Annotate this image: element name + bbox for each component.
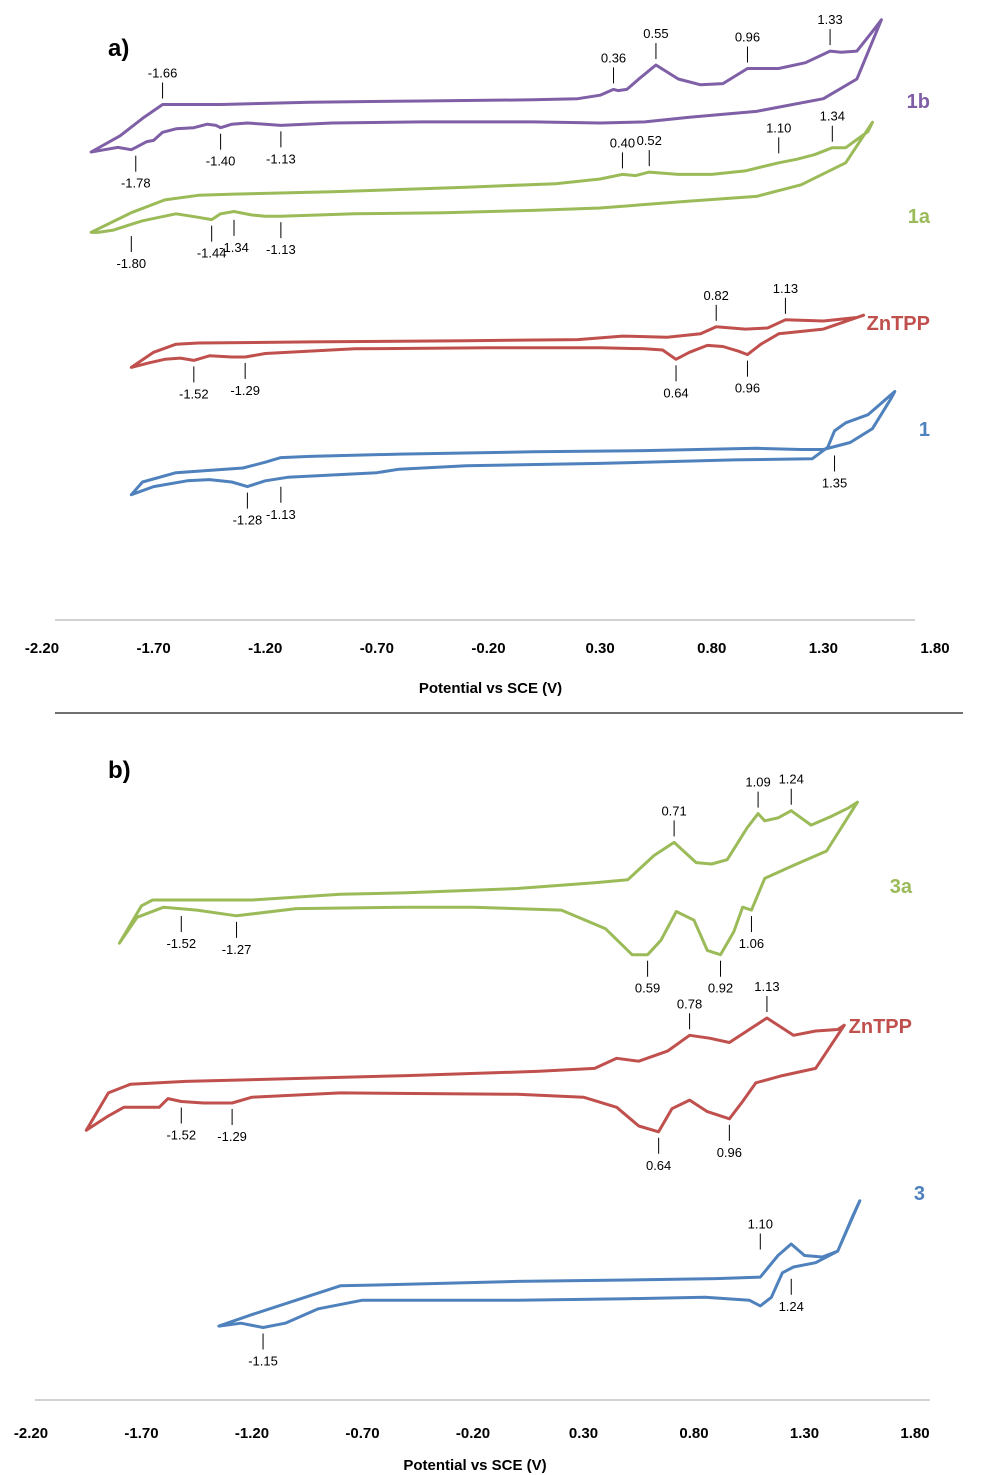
- x-tick-label: 0.80: [697, 640, 726, 657]
- peak-label: 1.33: [817, 12, 842, 27]
- cv-curve-3: [217, 1199, 862, 1329]
- x-axis-label: Potential vs SCE (V): [403, 1457, 546, 1474]
- peak-label: 1.24: [779, 1299, 804, 1314]
- peak-label: 1.13: [773, 281, 798, 296]
- peak-label: 1.09: [745, 775, 770, 790]
- x-tick-label: 0.80: [679, 1425, 708, 1442]
- series-label: 1b: [907, 91, 930, 113]
- x-tick-label: -2.20: [14, 1425, 48, 1442]
- peak-label: -1.27: [222, 942, 252, 957]
- x-tick-label: 1.30: [790, 1425, 819, 1442]
- peak-label: -1.78: [121, 176, 151, 191]
- peak-label: 0.82: [704, 288, 729, 303]
- x-tick-label: -0.70: [360, 640, 394, 657]
- x-tick-label: -1.20: [235, 1425, 269, 1442]
- x-tick-label: 0.30: [586, 640, 615, 657]
- peak-label: -1.40: [206, 154, 236, 169]
- peak-label: 0.71: [661, 803, 686, 818]
- cv-curve-3a: [117, 800, 859, 957]
- peak-label: 0.96: [717, 1145, 742, 1160]
- peak-label: 0.55: [643, 26, 668, 41]
- x-tick-label: -2.20: [25, 640, 59, 657]
- peak-label: 1.34: [820, 109, 845, 124]
- series-label: ZnTPP: [849, 1016, 912, 1038]
- peak-label: 0.36: [601, 50, 626, 65]
- peak-label: 1.13: [754, 979, 779, 994]
- x-tick-label: -1.20: [248, 640, 282, 657]
- x-tick-label: 1.80: [920, 640, 949, 657]
- panel-label: b): [108, 757, 131, 784]
- x-tick-label: -0.20: [456, 1425, 490, 1442]
- peak-label: 0.64: [646, 1158, 671, 1173]
- peak-label: 1.06: [739, 936, 764, 951]
- x-tick-label: 1.30: [809, 640, 838, 657]
- peak-label: -1.13: [266, 242, 296, 257]
- series-label: 1a: [908, 206, 931, 228]
- series-label: 3a: [890, 876, 913, 898]
- peak-label: 0.40: [610, 135, 635, 150]
- cv-curve-1a: [89, 120, 874, 234]
- x-tick-label: -1.70: [137, 640, 171, 657]
- cv-curve-1b: [89, 18, 883, 154]
- peak-label: -1.28: [233, 513, 263, 528]
- peak-label: -1.29: [230, 383, 260, 398]
- peak-label: 0.78: [677, 996, 702, 1011]
- peak-label: -1.15: [248, 1354, 278, 1369]
- peak-label: -1.52: [166, 936, 196, 951]
- peak-label: 0.64: [663, 385, 688, 400]
- peak-label: 1.35: [822, 475, 847, 490]
- x-tick-label: 1.80: [900, 1425, 929, 1442]
- series-label: ZnTPP: [867, 313, 930, 335]
- peak-label: -1.52: [166, 1128, 196, 1143]
- x-axis-label: Potential vs SCE (V): [419, 680, 562, 697]
- peak-label: -1.29: [217, 1129, 247, 1144]
- series-label: 3: [914, 1183, 925, 1205]
- cv-curve-ZnTPP: [129, 313, 866, 369]
- peak-label: 0.96: [735, 30, 760, 45]
- peak-label: 1.10: [748, 1217, 773, 1232]
- peak-label: -1.13: [266, 151, 296, 166]
- cv-curve-1: [129, 390, 897, 497]
- x-tick-label: -0.70: [345, 1425, 379, 1442]
- x-tick-label: -1.70: [124, 1425, 158, 1442]
- peak-label: 1.10: [766, 120, 791, 135]
- x-tick-label: 0.30: [569, 1425, 598, 1442]
- peak-label: -1.34: [219, 240, 249, 255]
- x-tick-label: -0.20: [471, 640, 505, 657]
- series-label: 1: [919, 419, 930, 441]
- peak-label: 0.96: [735, 381, 760, 396]
- peak-label: -1.66: [148, 65, 178, 80]
- peak-label: 0.59: [635, 981, 660, 996]
- panel-label: a): [108, 35, 129, 62]
- peak-label: 0.52: [637, 133, 662, 148]
- peak-label: -1.44: [197, 246, 227, 261]
- peak-label: -1.52: [179, 386, 209, 401]
- peak-label: 1.24: [779, 772, 804, 787]
- peak-label: -1.13: [266, 507, 296, 522]
- cv-curve-ZnTPP: [84, 1016, 846, 1134]
- peak-label: 0.92: [708, 981, 733, 996]
- peak-label: -1.80: [116, 256, 146, 271]
